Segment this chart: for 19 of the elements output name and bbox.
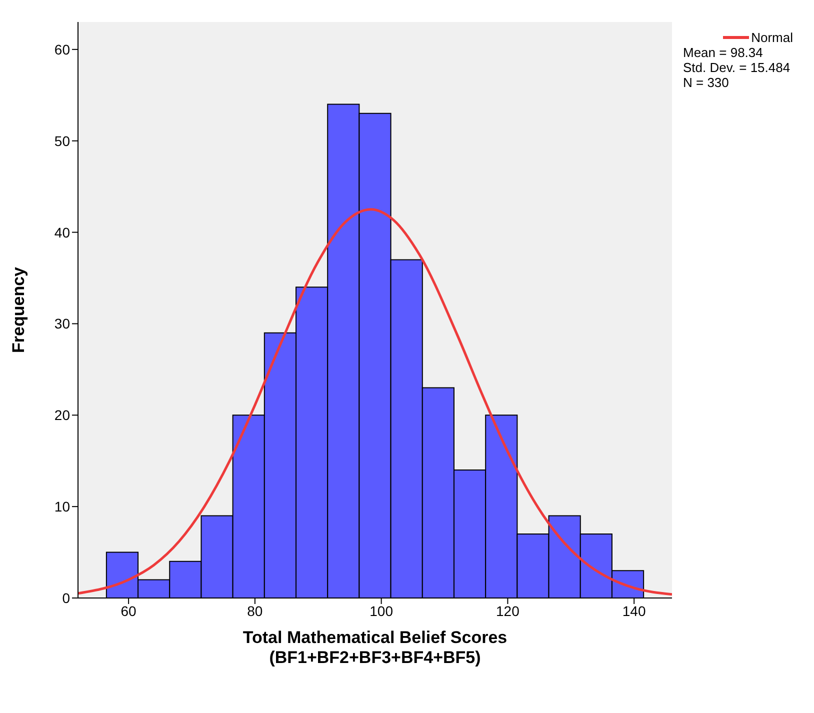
text: Std. Dev. = 15.484 <box>683 60 792 75</box>
x-axis-title: Total Mathematical Belief Scores (BF1+BF2+BF3+BF4+BF5) <box>242 628 508 667</box>
y-tick-label: 60 <box>54 41 70 58</box>
y-tick-label: 30 <box>54 316 70 332</box>
y-tick-label: 50 <box>54 132 70 149</box>
x-tick-label: 60 <box>120 602 137 619</box>
x-tick-label: 140 <box>622 602 646 619</box>
line-series <box>78 208 672 596</box>
x-tick-label: 100 <box>370 602 394 619</box>
x-tick-label: 120 <box>496 602 520 619</box>
text: Mean = 98.34 <box>683 45 764 60</box>
text: N = 330 <box>683 75 730 90</box>
y-tick-label: 10 <box>54 498 70 515</box>
legend-label: Normal <box>751 30 793 45</box>
y-axis-title: Frequency <box>9 266 28 353</box>
y-tick-label: 40 <box>54 224 70 240</box>
x-tick-label: 80 <box>247 602 263 619</box>
y-tick-label: 20 <box>54 407 70 424</box>
y-tick-label: 0 <box>62 590 70 606</box>
